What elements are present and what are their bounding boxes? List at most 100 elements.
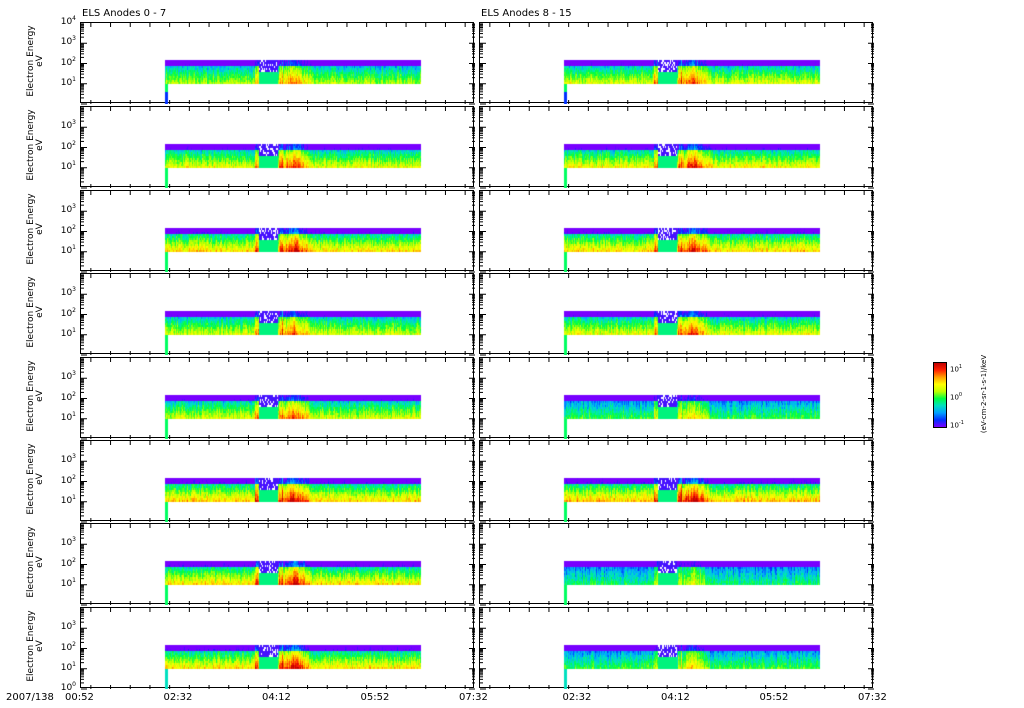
spectrogram-panel-anode-9 [479, 106, 874, 189]
y-tick-label: 103 [60, 370, 76, 383]
colorbar [933, 362, 947, 428]
spectrogram-panel-anode-12 [479, 357, 874, 440]
spectrogram-panel-anode-14 [479, 523, 874, 606]
y-tick-label: 101 [60, 75, 76, 88]
axis-ticks [81, 23, 475, 105]
y-tick-label: 103 [60, 203, 76, 216]
spectrogram-image [81, 107, 475, 188]
spectrogram-image [480, 608, 874, 689]
spectrogram-panel-anode-2 [80, 190, 475, 273]
spectrogram-panel-anode-13 [479, 440, 874, 523]
spectrogram-image [81, 524, 475, 605]
axis-ticks [81, 191, 475, 273]
y-axis-label: Electron Energy eV [26, 189, 45, 269]
spectrogram-image [81, 23, 475, 104]
axis-ticks [81, 274, 475, 356]
colorbar-tick-label: 10-1 [950, 420, 964, 430]
y-tick-label: 102 [60, 223, 76, 236]
spectrogram-panel-anode-4 [80, 357, 475, 440]
spectrogram-image [480, 107, 874, 188]
axis-ticks [480, 107, 874, 189]
y-tick-label: 103 [60, 286, 76, 299]
axis-ticks [81, 608, 475, 690]
spectrogram-panel-anode-0 [80, 22, 475, 105]
x-tick-label: 07:32 [858, 692, 887, 703]
axis-ticks [480, 608, 874, 690]
spectrogram-panel-anode-15 [479, 607, 874, 690]
x-tick-label: 04:12 [262, 692, 291, 703]
y-tick-label: 103 [60, 620, 76, 633]
axis-ticks [81, 524, 475, 606]
spectrogram-image [81, 191, 475, 272]
y-axis-unit: eV [35, 223, 45, 235]
axis-ticks [81, 358, 475, 440]
y-axis-label: Electron Energy eV [26, 272, 45, 352]
y-axis-unit: eV [35, 640, 45, 652]
y-tick-label: 100 [60, 681, 76, 693]
y-tick-label: 103 [60, 35, 76, 48]
spectrogram-image [480, 358, 874, 439]
x-tick-label: 00:52 [65, 692, 94, 703]
axis-ticks [480, 358, 874, 440]
spectrogram-image [81, 358, 475, 439]
y-tick-label: 101 [60, 243, 76, 256]
colorbar-tick-label: 100 [950, 392, 963, 402]
spectrogram-image [480, 441, 874, 522]
axis-ticks [480, 191, 874, 273]
spectrogram-image [81, 441, 475, 522]
y-tick-label: 101 [60, 159, 76, 172]
spectrogram-panel-anode-3 [80, 273, 475, 356]
spectrogram-panel-anode-1 [80, 106, 475, 189]
right-column-title: ELS Anodes 8 - 15 [481, 8, 572, 19]
y-axis-unit: eV [35, 139, 45, 151]
axis-ticks [480, 524, 874, 606]
y-tick-label: 101 [60, 326, 76, 339]
spectrogram-panel-anode-11 [479, 273, 874, 356]
y-axis-unit: eV [35, 556, 45, 568]
spectrogram-panel-anode-10 [479, 190, 874, 273]
y-axis-label: Electron Energy eV [26, 356, 45, 436]
spectrogram-panel-anode-6 [80, 523, 475, 606]
spectrogram-image [81, 274, 475, 355]
axis-ticks [480, 23, 874, 105]
spectrogram-panel-anode-7 [80, 607, 475, 690]
y-tick-label: 101 [60, 576, 76, 589]
spectrogram-image [480, 191, 874, 272]
y-tick-label: 102 [60, 306, 76, 319]
y-tick-label: 102 [60, 640, 76, 653]
spectrogram-image [480, 524, 874, 605]
y-tick-label: 103 [60, 453, 76, 466]
x-tick-label: 02:32 [163, 692, 193, 703]
y-tick-label: 102 [60, 473, 76, 486]
y-tick-label: 102 [60, 390, 76, 403]
y-tick-label: 103 [60, 119, 76, 132]
y-tick-label: 103 [60, 536, 76, 549]
x-tick-label: 05:52 [360, 692, 390, 703]
axis-ticks [480, 274, 874, 356]
y-axis-label: Electron Energy eV [26, 21, 45, 101]
spectrogram-panel-anode-8 [479, 22, 874, 105]
x-tick-label: 05:52 [759, 692, 789, 703]
spectrogram-image [480, 274, 874, 355]
x-tick-label: 04:12 [661, 692, 690, 703]
y-tick-label: 101 [60, 493, 76, 506]
left-column-title: ELS Anodes 0 - 7 [82, 8, 167, 19]
y-tick-label: 102 [60, 55, 76, 68]
spectrogram-image [480, 23, 874, 104]
spectrogram-panel-anode-5 [80, 440, 475, 523]
y-axis-label: Electron Energy eV [26, 439, 45, 519]
y-axis-unit: eV [35, 473, 45, 485]
y-axis-label: Electron Energy eV [26, 606, 45, 686]
y-axis-unit: eV [35, 306, 45, 318]
axis-ticks [81, 107, 475, 189]
y-tick-label: 101 [60, 660, 76, 673]
x-tick-label: 07:32 [459, 692, 488, 703]
spectrogram-image [81, 608, 475, 689]
axis-ticks [81, 441, 475, 523]
y-axis-unit: eV [35, 390, 45, 402]
y-axis-label: Electron Energy eV [26, 105, 45, 185]
y-tick-label: 102 [60, 556, 76, 569]
x-tick-label: 02:32 [562, 692, 592, 703]
colorbar-label: (eV-cm-2-sr-1-s-1)/keV [980, 354, 988, 434]
y-tick-label: 101 [60, 410, 76, 423]
